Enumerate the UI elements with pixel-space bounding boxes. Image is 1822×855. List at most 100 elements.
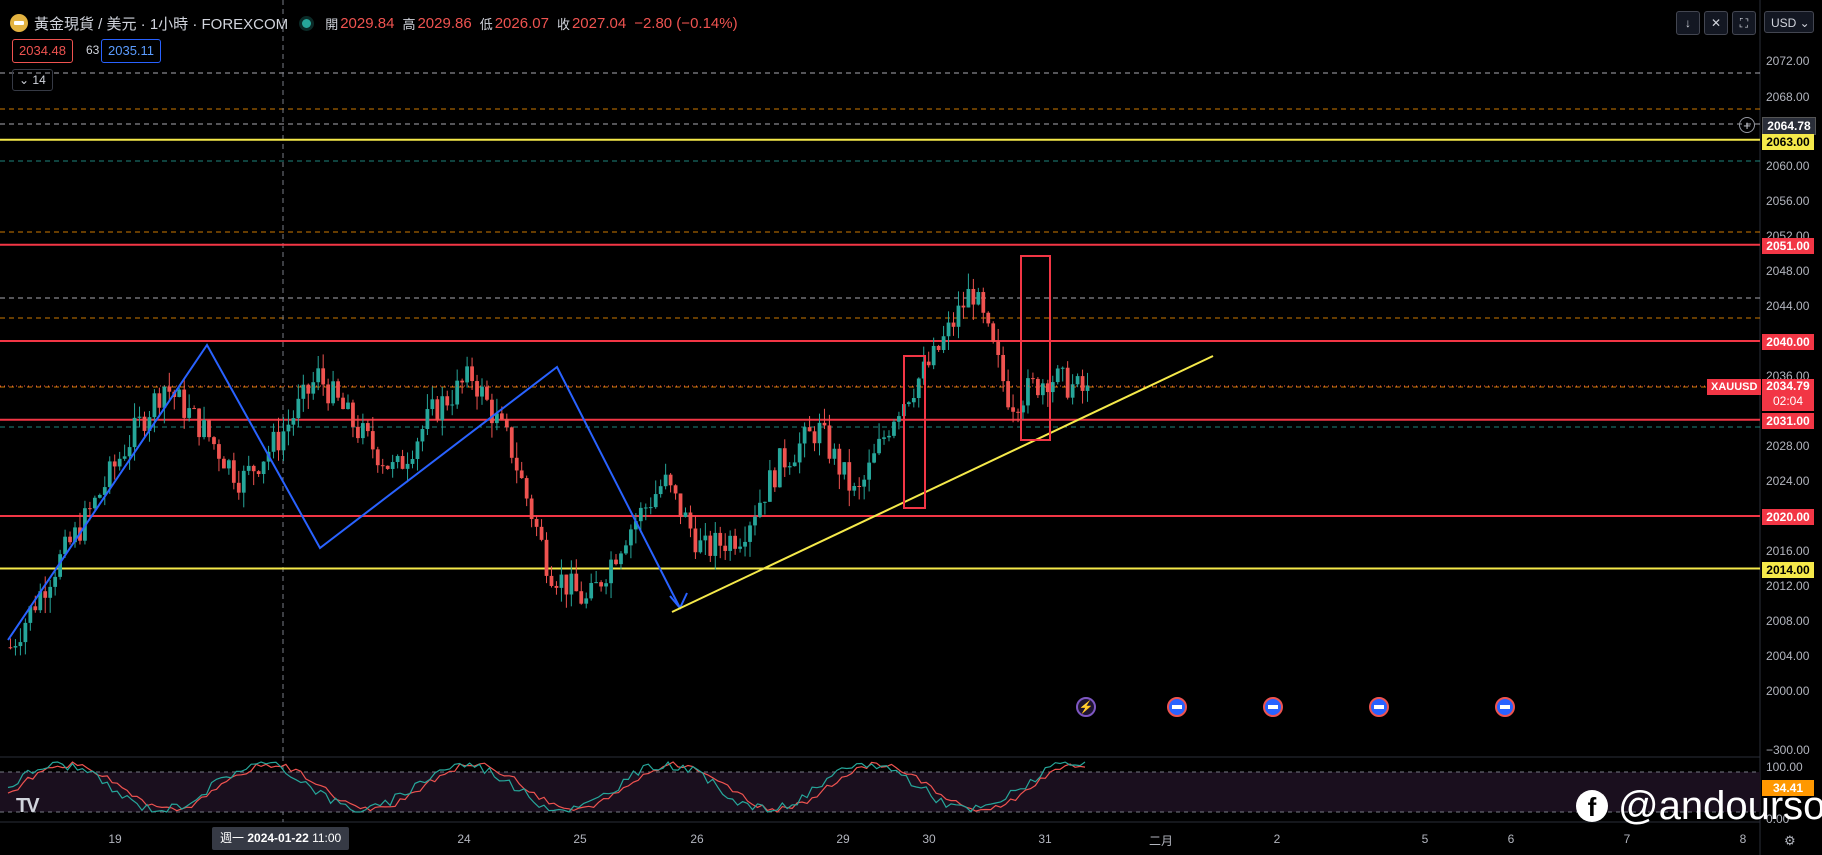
time-axis-label: 24 xyxy=(457,832,471,846)
candle-body xyxy=(38,591,43,611)
symbol-name[interactable]: 黃金現貨 / 美元 · 1小時 · FOREXCOM xyxy=(34,15,289,33)
candle-body xyxy=(693,528,698,553)
candle-body xyxy=(534,519,539,527)
candle-body xyxy=(226,460,231,469)
low-label: 低 xyxy=(479,16,493,32)
highlight-box xyxy=(1020,255,1051,441)
candle-body xyxy=(326,384,331,404)
candle-body xyxy=(857,486,862,488)
candle-body xyxy=(921,361,926,379)
candle-body xyxy=(882,437,886,439)
us-flag-icon[interactable] xyxy=(1369,697,1389,717)
us-flag-icon[interactable] xyxy=(1495,697,1515,717)
candle-body xyxy=(53,576,58,587)
candle-body xyxy=(1080,376,1085,391)
crosshair-icon[interactable]: ✕ xyxy=(1704,11,1728,35)
candle-body xyxy=(1021,405,1025,413)
candle-body xyxy=(301,384,306,399)
candle-body xyxy=(202,420,206,438)
candle-body xyxy=(13,646,18,648)
alert-price-tag[interactable]: 2064.78 xyxy=(1762,117,1816,135)
flash-event-icon[interactable]: ⚡ xyxy=(1076,697,1096,717)
candle-body xyxy=(390,462,395,469)
fullscreen-icon[interactable]: ⛶ xyxy=(1732,11,1756,35)
time-axis-label: 2 xyxy=(1273,832,1281,846)
candle-body xyxy=(673,485,678,494)
candle-body xyxy=(663,474,668,487)
buy-button[interactable]: 2035.11 xyxy=(101,39,162,63)
arrow-down-icon[interactable]: ↓ xyxy=(1676,11,1700,35)
candle-body xyxy=(648,507,653,509)
price-axis-label: 2060.00 xyxy=(1766,159,1810,173)
candle-body xyxy=(18,642,23,647)
candle-body xyxy=(440,396,445,421)
candle-body xyxy=(1060,367,1065,369)
candle-body xyxy=(97,494,102,498)
currency-select[interactable]: USD ⌄ xyxy=(1764,11,1814,33)
candle-body xyxy=(1045,383,1050,393)
candle-body xyxy=(643,507,648,509)
candle-body xyxy=(1085,385,1090,391)
indicator-collapse-button[interactable]: ⌄ 14 xyxy=(12,69,53,91)
candle-body xyxy=(122,456,127,459)
candle-body xyxy=(867,462,872,480)
candle-body xyxy=(718,532,723,546)
candle-body xyxy=(68,536,72,543)
time-axis-label: 29 xyxy=(836,832,850,846)
sell-button[interactable]: 2034.48 xyxy=(12,39,73,63)
candle-body xyxy=(321,368,326,385)
red-level-tag: 2051.00 xyxy=(1762,238,1814,254)
candle-body xyxy=(147,417,152,431)
high-label: 高 xyxy=(402,16,416,32)
candle-body xyxy=(753,516,757,526)
candle-body xyxy=(569,573,574,595)
price-axis-label: 2024.00 xyxy=(1766,474,1810,488)
candle-body xyxy=(629,529,633,546)
candle-body xyxy=(43,591,48,598)
price-axis-label: −300.00 xyxy=(1766,743,1810,757)
candle-body xyxy=(549,575,554,586)
add-alert-icon[interactable]: + xyxy=(1739,117,1755,133)
candle-body xyxy=(33,606,38,611)
price-axis-label: 2044.00 xyxy=(1766,299,1810,313)
facebook-icon: f xyxy=(1576,790,1608,822)
candle-body xyxy=(470,366,474,382)
candle-body xyxy=(624,545,628,554)
candle-body xyxy=(807,427,812,432)
candle-body xyxy=(410,459,415,464)
candle-body xyxy=(102,487,107,495)
candle-body xyxy=(231,460,236,483)
oscillator-signal-line xyxy=(7,761,1086,813)
candle-body xyxy=(112,461,117,467)
chevron-down-icon: ⌄ xyxy=(19,73,33,87)
open-value: 2029.84 xyxy=(340,14,395,32)
candle-body xyxy=(539,526,544,540)
candle-body xyxy=(812,431,817,444)
settings-gear-icon[interactable]: ⚙ xyxy=(1784,833,1796,848)
candle-body xyxy=(222,458,226,469)
symbol-header[interactable]: 黃金現貨 / 美元 · 1小時 · FOREXCOM 開 2029.84 高 202… xyxy=(10,12,746,34)
candle-body xyxy=(658,486,663,495)
candle-body xyxy=(48,586,53,598)
us-flag-icon[interactable] xyxy=(1167,697,1187,717)
candle-body xyxy=(703,535,708,541)
candle-body xyxy=(708,535,713,556)
candle-body xyxy=(127,447,132,457)
candle-body xyxy=(936,345,941,350)
candle-body xyxy=(519,470,524,479)
candle-body xyxy=(524,478,529,499)
time-axis-label: 6 xyxy=(1507,832,1515,846)
candle-body xyxy=(217,444,221,459)
candle-body xyxy=(192,408,197,410)
candle-body xyxy=(137,416,142,418)
candle-body xyxy=(450,404,455,406)
candle-body xyxy=(1040,383,1045,396)
tradingview-logo[interactable]: TV xyxy=(16,795,40,817)
us-flag-icon[interactable] xyxy=(1263,697,1283,717)
candle-body xyxy=(996,341,1001,355)
candle-body xyxy=(1026,378,1030,406)
candle-body xyxy=(261,461,266,475)
high-value: 2029.86 xyxy=(417,14,472,32)
candle-body xyxy=(1050,382,1055,393)
